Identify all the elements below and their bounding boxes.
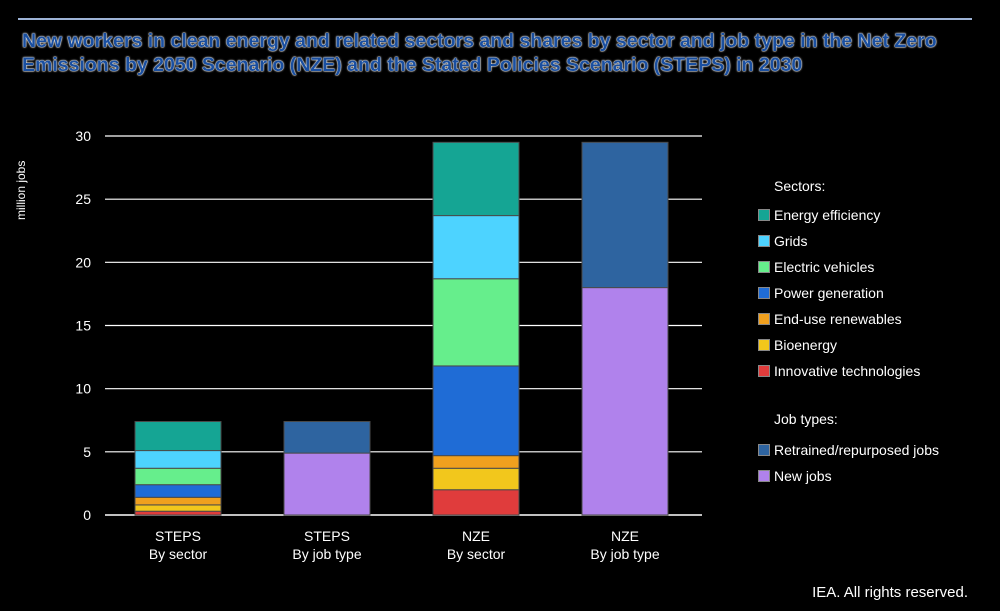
legend-label: New jobs: [774, 468, 832, 484]
legend-label: Bioenergy: [774, 337, 838, 353]
legend-swatch: [758, 287, 770, 299]
legend-swatch: [758, 261, 770, 273]
bar-segment-new-jobs: [283, 452, 371, 516]
x-tick-sublabel: By job type: [590, 546, 659, 562]
legend-swatch: [758, 339, 770, 351]
top-rule: [18, 18, 972, 20]
legend-item: Innovative technologies: [758, 363, 920, 379]
legend-item: Electric vehicles: [758, 259, 874, 275]
x-tick-sublabel: By sector: [447, 546, 506, 562]
x-tick-label: NZE: [611, 528, 639, 544]
y-tick-label: 15: [75, 318, 91, 334]
x-tick-sublabel: By sector: [149, 546, 208, 562]
legend-item: End-use renewables: [758, 311, 902, 327]
legend-item: Energy efficiency: [758, 207, 880, 223]
legend-label: Retrained/repurposed jobs: [774, 442, 939, 458]
bar-segment-end-use-renewables: [134, 496, 222, 506]
legend-label: Electric vehicles: [774, 259, 875, 275]
y-tick-label: 10: [75, 381, 91, 397]
legend-item: New jobs: [758, 468, 832, 484]
legend-label: Grids: [774, 233, 808, 249]
legend-label: End-use renewables: [774, 311, 902, 327]
x-tick-label: STEPS: [155, 528, 201, 544]
bar-segment-power-generation: [134, 484, 222, 498]
legend-item: Bioenergy: [758, 337, 837, 353]
bar-segment-innovative-technologies: [432, 489, 520, 516]
bar-segment-electric-vehicles: [134, 467, 222, 486]
bar-segment-end-use-renewables: [432, 455, 520, 469]
bar-segment-bioenergy: [432, 467, 520, 491]
legend-item: Power generation: [758, 285, 884, 301]
bar-segment-innovative-technologies: [134, 510, 222, 516]
bar-segment-retrained-repurposed-jobs: [283, 421, 371, 454]
y-tick-label: 25: [75, 191, 91, 207]
legend-label: Innovative technologies: [774, 363, 921, 379]
x-tick-label: NZE: [462, 528, 490, 544]
y-axis-title: million jobs: [14, 160, 28, 220]
legend-label: Energy efficiency: [774, 207, 881, 223]
bar-segment-bioenergy: [134, 504, 222, 512]
bar-segment-electric-vehicles: [432, 278, 520, 367]
y-tick-label: 0: [83, 507, 91, 523]
legend-swatch: [758, 365, 770, 377]
legend-item: Grids: [758, 233, 807, 249]
bar-segment-energy-efficiency: [432, 141, 520, 217]
bar-segment-energy-efficiency: [134, 421, 222, 452]
copyright-footer: IEA. All rights reserved.: [812, 584, 968, 601]
legend-item: Retrained/repurposed jobs: [758, 442, 939, 458]
chart-title: New workers in clean energy and related …: [22, 30, 937, 76]
legend-swatch: [758, 235, 770, 247]
x-tick-label: STEPS: [304, 528, 350, 544]
bar-segment-grids: [134, 450, 222, 469]
y-tick-label: 20: [75, 254, 91, 270]
x-tick-sublabel: By job type: [292, 546, 361, 562]
bar-segment-grids: [432, 215, 520, 280]
legend-label: Power generation: [774, 285, 884, 301]
legend-swatch: [758, 444, 770, 456]
legend-swatch: [758, 209, 770, 221]
bar-segment-power-generation: [432, 365, 520, 457]
legend-swatch: [758, 470, 770, 482]
y-tick-label: 30: [75, 128, 91, 144]
bar-segment-new-jobs: [581, 287, 669, 516]
y-tick-label: 5: [83, 444, 91, 460]
legend-swatch: [758, 313, 770, 325]
bar-segment-retrained-repurposed-jobs: [581, 141, 669, 289]
legend-heading-sectors: Sectors:: [774, 178, 826, 194]
legend-heading-jobtypes: Job types:: [774, 411, 838, 427]
